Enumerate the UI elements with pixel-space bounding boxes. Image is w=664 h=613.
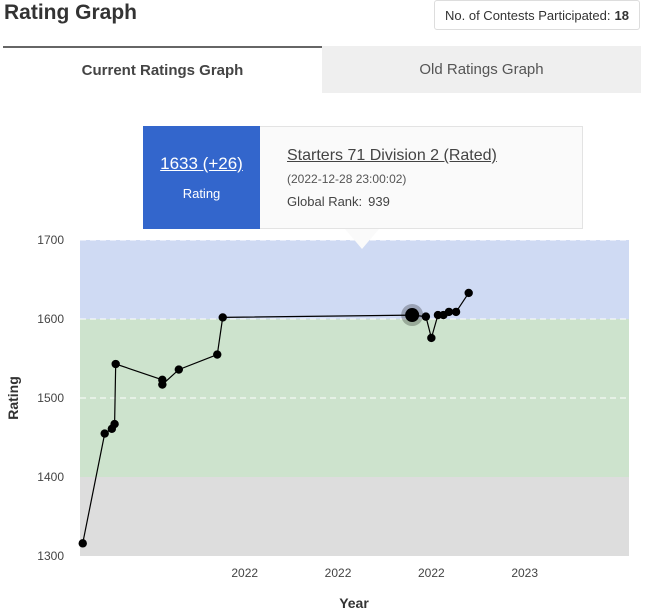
y-tick-label: 1300 bbox=[37, 549, 64, 563]
data-point[interactable] bbox=[100, 429, 109, 438]
y-tick-label: 1700 bbox=[37, 233, 64, 247]
data-point[interactable] bbox=[464, 288, 473, 298]
contests-count-box: No. of Contests Participated: 18 bbox=[434, 0, 640, 30]
tab-old-ratings-graph[interactable]: Old Ratings Graph bbox=[322, 46, 641, 93]
selected-data-point[interactable] bbox=[405, 308, 420, 323]
tooltip-rating-panel: 1633 (+26) Rating bbox=[143, 126, 260, 229]
x-tick-label: 2022 bbox=[231, 566, 258, 580]
data-point[interactable] bbox=[111, 359, 120, 369]
y-tick-label: 1500 bbox=[37, 391, 64, 405]
tab-current-ratings-graph[interactable]: Current Ratings Graph bbox=[3, 46, 322, 93]
tooltip-rank-label: Global Rank: bbox=[287, 194, 363, 209]
contest-tooltip: 1633 (+26) Rating Starters 71 Division 2… bbox=[143, 126, 583, 229]
data-point[interactable] bbox=[421, 312, 431, 321]
tooltip-arrow bbox=[345, 229, 379, 249]
tooltip-rating-label: Rating bbox=[182, 186, 221, 201]
x-tick-label: 2023 bbox=[511, 566, 538, 580]
x-tick-label: 2022 bbox=[325, 566, 352, 580]
graph-tabs: Current Ratings Graph Old Ratings Graph bbox=[3, 46, 641, 93]
rating-bands bbox=[80, 240, 629, 556]
rating-series bbox=[78, 288, 473, 548]
tooltip-rating-value[interactable]: 1633 (+26) bbox=[160, 154, 243, 173]
y-tick-label: 1600 bbox=[37, 312, 64, 326]
page-title: Rating Graph bbox=[4, 1, 138, 24]
tooltip-contest-link[interactable]: Starters 71 Division 2 (Rated) bbox=[287, 147, 497, 164]
data-point[interactable] bbox=[218, 313, 227, 322]
contests-label: No. of Contests Participated: bbox=[445, 7, 611, 23]
data-point[interactable] bbox=[78, 539, 87, 548]
tooltip-details: Starters 71 Division 2 (Rated) (2022-12-… bbox=[260, 127, 497, 228]
data-point[interactable] bbox=[451, 307, 461, 317]
contests-count: 18 bbox=[614, 7, 629, 23]
x-tick-label: 2022 bbox=[418, 566, 445, 580]
data-point[interactable] bbox=[213, 350, 222, 359]
y-axis-label: Rating bbox=[5, 376, 21, 420]
y-axis-ticks: 1300 1400 1500 1600 1700 bbox=[37, 233, 64, 563]
data-point[interactable] bbox=[158, 380, 167, 389]
data-point[interactable] bbox=[427, 333, 436, 343]
x-axis-label: Year bbox=[339, 595, 369, 611]
data-point[interactable] bbox=[444, 307, 454, 317]
tooltip-rank-value: 939 bbox=[368, 194, 390, 209]
data-point[interactable] bbox=[174, 365, 184, 374]
tooltip-global-rank: Global Rank: 939 bbox=[287, 194, 497, 209]
tooltip-datetime: (2022-12-28 23:00:02) bbox=[287, 172, 407, 186]
y-tick-label: 1400 bbox=[37, 470, 64, 484]
rating-band-0 bbox=[80, 477, 629, 556]
data-point[interactable] bbox=[110, 419, 119, 429]
rating-band-2 bbox=[80, 240, 629, 319]
x-axis-ticks: 2022 2022 2022 2023 bbox=[231, 566, 538, 580]
